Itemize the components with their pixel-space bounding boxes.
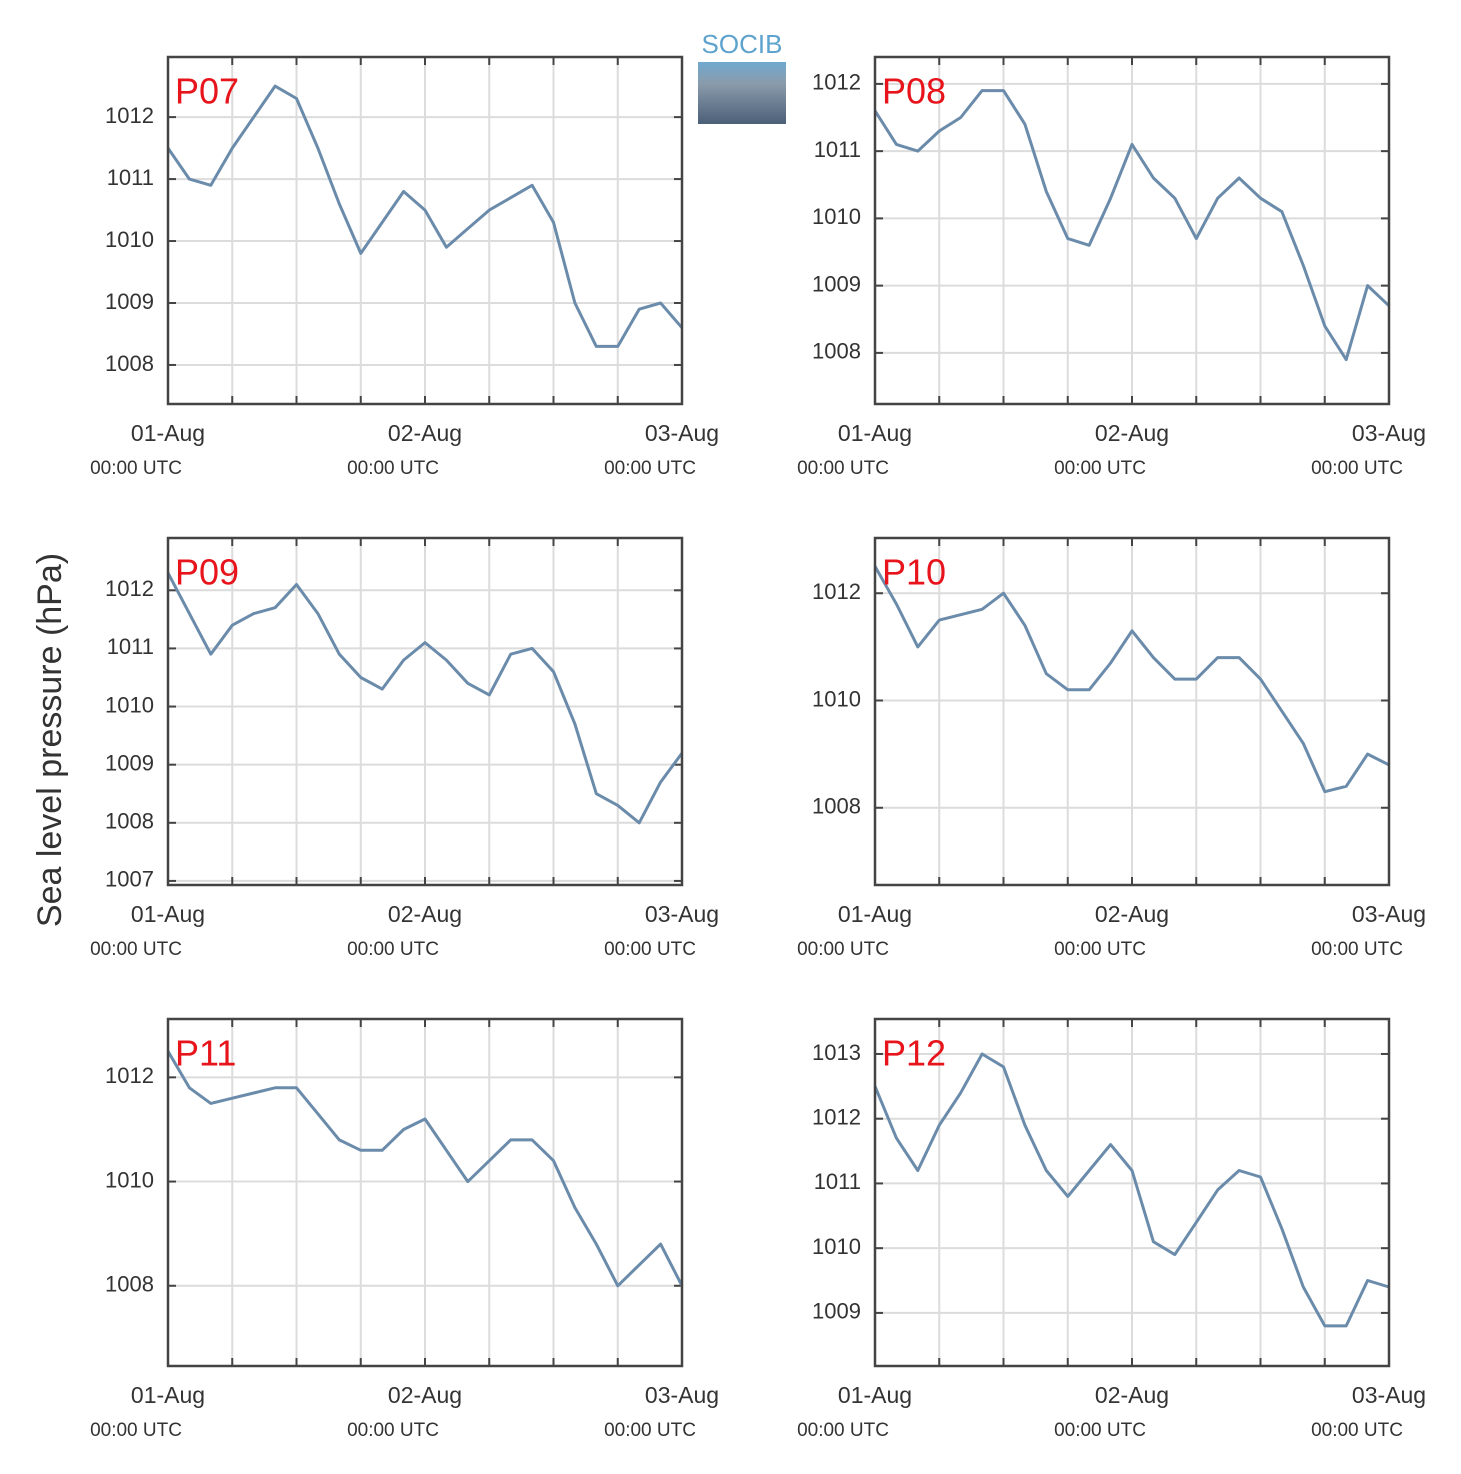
- data-line: [873, 89, 1391, 362]
- panel: 1007 1008 1009 1010 1011 1012 01-Aug 00:00 UTC 0…: [90, 536, 719, 960]
- x-tick-label: 02-Aug: [388, 901, 462, 927]
- y-tick-label: 1010: [105, 227, 154, 252]
- x-tick-sublabel: 00:00 UTC: [347, 939, 439, 960]
- x-tick-label: 02-Aug: [1095, 1382, 1169, 1408]
- y-axis-label: Sea level pressure (hPa): [31, 553, 69, 927]
- data-line: [166, 1050, 684, 1288]
- x-tick-label: 03-Aug: [1352, 1382, 1426, 1408]
- axes-frame: [166, 536, 684, 887]
- x-tick-sublabel: 00:00 UTC: [1311, 939, 1403, 960]
- x-tick-sublabel: 00:00 UTC: [1054, 939, 1146, 960]
- panel: 1008 1010 1012 01-Aug 00:00 UTC 02-Aug 00:00 U…: [797, 536, 1426, 960]
- axes-frame: [873, 1017, 1391, 1368]
- y-tick-label: 1010: [812, 686, 861, 711]
- y-tick-label: 1011: [107, 165, 154, 190]
- x-tick-sublabel: 00:00 UTC: [90, 1420, 182, 1441]
- x-tick-label: 03-Aug: [1352, 420, 1426, 446]
- x-tick-sublabel: 00:00 UTC: [604, 1420, 696, 1441]
- y-tick-label: 1012: [105, 576, 154, 601]
- y-tick-label: 1012: [812, 1105, 861, 1130]
- y-tick-label: 1008: [812, 339, 861, 364]
- panel-title: P07: [175, 71, 239, 112]
- axes-frame: [873, 536, 1391, 887]
- x-tick-sublabel: 00:00 UTC: [797, 939, 889, 960]
- y-tick-label: 1010: [812, 1234, 861, 1259]
- y-tick-label: 1011: [107, 634, 154, 659]
- x-tick-label: 01-Aug: [838, 901, 912, 927]
- x-tick-label: 01-Aug: [838, 1382, 912, 1408]
- x-tick-sublabel: 00:00 UTC: [797, 1420, 889, 1441]
- x-tick-sublabel: 00:00 UTC: [1311, 458, 1403, 479]
- axes-frame: [166, 1017, 684, 1368]
- data-line: [166, 572, 684, 825]
- y-tick-label: 1012: [812, 579, 861, 604]
- y-tick-label: 1008: [812, 794, 861, 819]
- y-tick-label: 1011: [814, 137, 861, 162]
- y-tick-label: 1011: [814, 1169, 861, 1194]
- data-line: [873, 565, 1390, 794]
- y-tick-label: 1009: [105, 750, 154, 775]
- axes-frame: [873, 55, 1391, 406]
- panel-title: P08: [882, 71, 946, 112]
- y-tick-label: 1009: [812, 271, 861, 296]
- y-tick-label: 1008: [105, 809, 154, 834]
- x-tick-label: 01-Aug: [131, 901, 205, 927]
- x-tick-label: 03-Aug: [645, 420, 719, 446]
- x-tick-label: 02-Aug: [1095, 420, 1169, 446]
- panel-title: P09: [175, 552, 239, 593]
- x-tick-label: 02-Aug: [1095, 901, 1169, 927]
- panel-title: P12: [882, 1033, 946, 1074]
- data-line: [873, 1052, 1390, 1328]
- y-tick-label: 1010: [105, 692, 154, 717]
- panel: 1008 1009 1010 1011 1012 01-Aug 00:00 UTC 02-Au…: [797, 55, 1426, 479]
- x-tick-label: 01-Aug: [838, 420, 912, 446]
- x-tick-sublabel: 00:00 UTC: [347, 458, 439, 479]
- x-tick-sublabel: 00:00 UTC: [1311, 1420, 1403, 1441]
- panel: 1008 1009 1010 1011 1012 01-Aug 00:00 UTC 02-Au…: [90, 55, 719, 479]
- x-tick-sublabel: 00:00 UTC: [1054, 1420, 1146, 1441]
- x-tick-label: 03-Aug: [645, 901, 719, 927]
- x-tick-label: 03-Aug: [645, 1382, 719, 1408]
- panel-title: P10: [882, 552, 946, 593]
- y-tick-label: 1008: [105, 351, 154, 376]
- x-tick-sublabel: 00:00 UTC: [1054, 458, 1146, 479]
- logo-mark: [698, 62, 786, 124]
- y-tick-label: 1010: [105, 1167, 154, 1192]
- x-tick-sublabel: 00:00 UTC: [347, 1420, 439, 1441]
- y-tick-label: 1012: [105, 103, 154, 128]
- y-tick-label: 1009: [105, 289, 154, 314]
- panel: 1009 1010 1011 1012 1013 01-Aug 00:00 UTC 02-Au…: [797, 1017, 1426, 1441]
- x-tick-label: 01-Aug: [131, 420, 205, 446]
- y-tick-label: 1012: [812, 70, 861, 95]
- x-tick-sublabel: 00:00 UTC: [90, 458, 182, 479]
- x-tick-sublabel: 00:00 UTC: [90, 939, 182, 960]
- data-line: [166, 84, 684, 348]
- x-tick-label: 02-Aug: [388, 1382, 462, 1408]
- y-tick-label: 1007: [105, 867, 154, 892]
- logo: SOCIB: [698, 29, 786, 124]
- y-tick-label: 1013: [812, 1040, 861, 1065]
- axes-frame: [166, 55, 684, 406]
- x-tick-sublabel: 00:00 UTC: [604, 458, 696, 479]
- panel-title: P11: [175, 1033, 236, 1074]
- x-tick-label: 01-Aug: [131, 1382, 205, 1408]
- y-tick-label: 1008: [105, 1272, 154, 1297]
- x-tick-label: 02-Aug: [388, 420, 462, 446]
- x-tick-sublabel: 00:00 UTC: [604, 939, 696, 960]
- x-tick-label: 03-Aug: [1352, 901, 1426, 927]
- y-tick-label: 1012: [105, 1063, 154, 1088]
- x-tick-sublabel: 00:00 UTC: [797, 458, 889, 479]
- panel: 1008 1010 1012 01-Aug 00:00 UTC 02-Aug 00:00 U…: [90, 1017, 719, 1441]
- y-tick-label: 1009: [812, 1299, 861, 1324]
- logo-text: SOCIB: [702, 29, 783, 59]
- y-tick-label: 1010: [812, 204, 861, 229]
